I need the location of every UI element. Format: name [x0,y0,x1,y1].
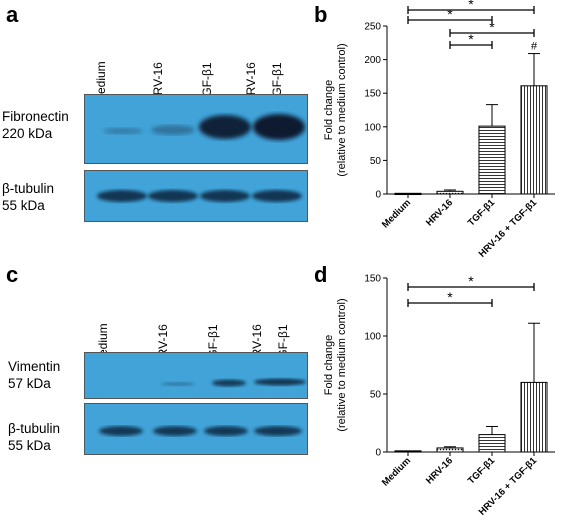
annotation-hash: # [531,41,538,53]
fibronectin-blot [84,94,308,164]
y-tick-label: 100 [364,332,381,343]
band-combo [254,378,306,386]
bar [478,125,506,195]
y-axis-label-sub: (relative to medium control) [336,298,348,431]
panel-d-letter: d [314,262,328,287]
y-axis-label: Fold change [323,335,335,396]
y-tick-label: 100 [364,122,381,133]
band-hrv16 [153,426,197,436]
significance-star: * [447,289,453,305]
bar [520,381,548,453]
tubulin-blot-a [84,170,308,222]
blot-label-tubulin-a: β-tubulin 55 kDa [2,181,55,213]
x-tick-label: TGF-β1 [466,197,498,229]
tubulin-blot-c [84,403,308,455]
y-tick-label: 0 [375,190,381,201]
vimentin-bands [161,378,306,387]
y-tick-label: 0 [375,448,381,459]
blot-label-fibronectin: Fibronectin 220 kDa [2,109,69,141]
bar [394,192,422,196]
blot-label-tubulin-c: β-tubulin 55 kDa [8,421,61,453]
bar [436,190,464,195]
x-tick-label: Medium [380,197,413,230]
band-tgfb1 [199,115,251,139]
bar [394,450,422,453]
x-tick-label: HRV-16 [424,455,455,486]
band-combo [252,190,302,202]
significance-star: * [468,0,474,12]
y-tick-label: 50 [370,156,382,167]
y-tick-label: 200 [364,55,381,66]
panel-a-letter: a [6,2,19,27]
y-tick-label: 150 [364,274,381,285]
fibronectin-bands [103,114,305,140]
band-hrv16 [148,190,198,202]
significance-star: * [447,6,453,22]
band-medium [97,190,147,202]
band-tgfb1 [200,190,250,202]
bar [436,447,464,453]
blot-label-vimentin: Vimentin 57 kDa [8,359,61,391]
band-combo [253,114,305,140]
x-tick-label: TGF-β1 [466,455,498,487]
band-medium [103,128,143,134]
band-tgfb1 [212,379,246,387]
y-tick-label: 150 [364,89,381,100]
vimentin-blot [84,352,308,399]
bar [520,85,548,195]
band-hrv16 [161,382,195,386]
chart-d: 0 50 100 150 Fold change (relative to medium … [323,273,555,518]
bar [478,434,506,453]
significance-star: * [489,19,495,35]
band-combo [254,426,302,436]
band-medium [99,426,143,436]
significance-star: * [468,31,474,47]
x-tick-label: HRV-16 [424,197,455,228]
band-tgfb1 [204,426,248,436]
panel-b-letter: b [314,2,328,27]
y-tick-label: 50 [370,390,382,401]
tubulin-bands-c [99,426,302,436]
significance-star: * [468,273,474,289]
y-axis-label-sub: (relative to medium control) [336,43,348,176]
tubulin-bands-a [97,190,302,202]
x-tick-label: Medium [380,455,413,488]
y-axis-label: Fold change [323,80,335,141]
chart-b: 0 50 100 150 200 250 Fold change (relative to m… [323,0,555,260]
band-hrv16 [151,125,195,135]
panel-c-letter: c [6,262,19,287]
y-tick-label: 250 [364,22,381,33]
